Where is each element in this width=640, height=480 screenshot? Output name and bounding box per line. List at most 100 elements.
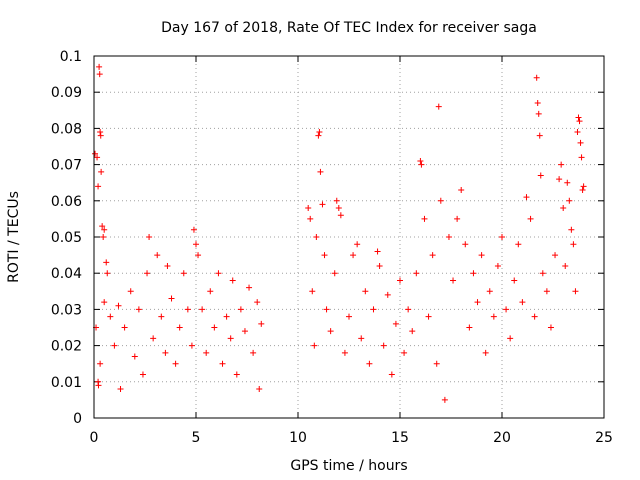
chart-title: Day 167 of 2018, Rate Of TEC Index for r… <box>161 20 537 36</box>
data-point <box>527 215 534 222</box>
data-point <box>146 234 153 240</box>
data-point <box>127 288 134 295</box>
data-point <box>193 241 199 248</box>
data-point <box>462 241 469 248</box>
y-axis-label: ROTI / TECUs <box>6 191 22 283</box>
data-point <box>164 262 171 269</box>
data-point <box>241 328 248 335</box>
x-tick-label: 10 <box>289 430 307 446</box>
data-point <box>539 270 546 277</box>
data-point <box>574 129 581 136</box>
data-point <box>523 194 530 201</box>
data-point <box>316 129 323 136</box>
data-point <box>100 234 107 240</box>
data-point <box>139 371 146 378</box>
x-tick-label: 20 <box>493 430 511 446</box>
data-point <box>560 205 567 212</box>
data-point <box>376 262 383 269</box>
y-tick-label: 0.03 <box>51 302 82 318</box>
data-point <box>203 349 210 356</box>
data-point <box>158 313 165 320</box>
data-point <box>397 277 403 284</box>
x-tick-label: 25 <box>595 430 613 446</box>
data-point <box>94 154 101 161</box>
data-point <box>258 320 265 327</box>
data-point <box>503 306 510 313</box>
x-tick-label: 5 <box>192 430 201 446</box>
data-point <box>195 252 202 259</box>
data-point <box>96 71 103 78</box>
data-point <box>317 168 324 175</box>
data-point <box>466 324 473 331</box>
data-point <box>577 139 584 146</box>
data-point <box>98 168 105 175</box>
data-point <box>135 306 142 313</box>
data-point <box>309 288 316 295</box>
data-point <box>333 197 340 204</box>
data-point <box>154 252 161 259</box>
data-point <box>99 223 106 230</box>
data-point <box>421 215 428 222</box>
data-point <box>97 360 104 367</box>
data-point <box>562 262 569 269</box>
data-point <box>107 313 114 320</box>
data-point <box>388 371 395 378</box>
data-point <box>568 226 575 233</box>
data-point <box>121 324 128 331</box>
data-point <box>552 252 559 259</box>
data-point <box>350 252 357 259</box>
data-point <box>227 335 234 342</box>
data-point <box>450 277 457 284</box>
y-tick-label: 0.09 <box>51 85 82 101</box>
data-point <box>250 349 257 356</box>
data-point <box>223 313 230 320</box>
y-tick-label: 0.01 <box>51 375 82 391</box>
data-point <box>305 205 312 212</box>
data-point <box>131 353 138 360</box>
data-point <box>101 226 108 233</box>
data-point <box>576 118 583 125</box>
data-point <box>96 63 103 70</box>
data-point <box>219 360 226 367</box>
data-point <box>531 313 538 320</box>
data-point <box>176 324 183 331</box>
data-point <box>319 201 326 208</box>
data-point <box>507 335 514 342</box>
data-point <box>445 234 452 240</box>
data-point <box>543 288 550 295</box>
data-point <box>311 342 318 349</box>
data-point <box>211 324 218 331</box>
data-point <box>494 262 501 269</box>
data-point <box>380 342 387 349</box>
y-tick-label: 0.06 <box>51 194 82 210</box>
data-point <box>315 132 322 139</box>
data-point <box>572 288 579 295</box>
data-point <box>215 270 222 277</box>
y-tick-label: 0.07 <box>51 158 82 174</box>
y-tick-label: 0 <box>73 411 82 427</box>
data-point <box>150 335 157 342</box>
data-point <box>579 186 586 193</box>
data-point <box>341 349 348 356</box>
x-tick-label: 15 <box>391 430 409 446</box>
data-point <box>95 382 102 389</box>
data-point <box>199 306 206 313</box>
data-point <box>486 288 493 295</box>
data-point <box>172 360 179 367</box>
data-point <box>533 74 540 81</box>
data-point <box>425 313 432 320</box>
data-point <box>478 252 485 259</box>
data-point <box>511 277 518 284</box>
data-point <box>92 150 99 157</box>
data-point <box>433 360 440 367</box>
data-point <box>97 132 104 139</box>
data-point <box>358 335 365 342</box>
x-axis-label: GPS time / hours <box>290 458 407 474</box>
data-point <box>413 270 420 277</box>
data-point <box>246 284 253 291</box>
data-point <box>458 186 465 193</box>
data-points <box>92 63 587 403</box>
data-point <box>519 299 526 306</box>
data-point <box>580 183 587 190</box>
